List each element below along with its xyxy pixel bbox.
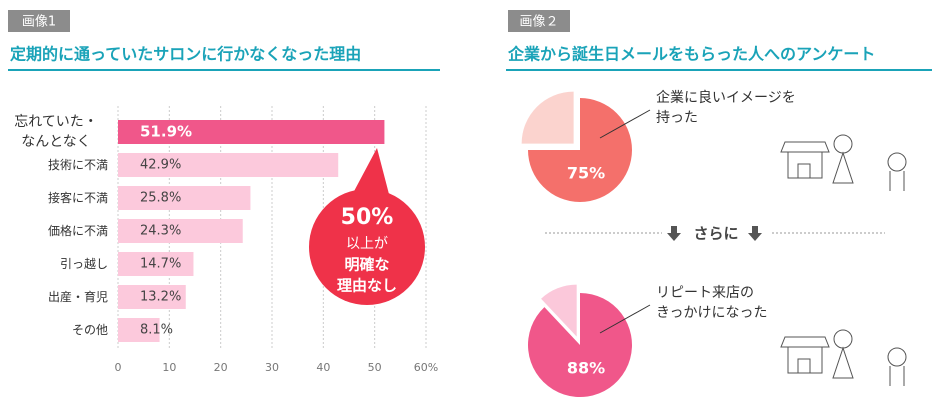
pie-slice bbox=[541, 284, 577, 337]
x-tick-label: 40 bbox=[316, 361, 330, 374]
annotation: 企業に良いイメージを bbox=[656, 89, 796, 106]
arrow-icon bbox=[748, 226, 762, 241]
bar bbox=[118, 186, 251, 210]
category-label: その他 bbox=[71, 323, 108, 337]
category-label: 価格に不満 bbox=[47, 224, 108, 238]
x-tick-label: 0 bbox=[115, 361, 122, 374]
x-tick-label: 50 bbox=[368, 361, 382, 374]
header-tag-text: 画像２ bbox=[519, 15, 558, 30]
arrow-icon bbox=[667, 226, 681, 241]
category-label: 技術に不満 bbox=[47, 158, 108, 172]
category-label: 接客に不満 bbox=[47, 191, 108, 205]
header-tag bbox=[508, 10, 570, 32]
bar bbox=[118, 285, 186, 309]
person-icon bbox=[832, 151, 854, 184]
callout-text: 50% bbox=[341, 205, 394, 230]
callout-pointer bbox=[352, 148, 390, 198]
person-icon bbox=[833, 329, 853, 349]
value-label: 42.9% bbox=[140, 158, 181, 173]
x-tick-label: 30 bbox=[265, 361, 279, 374]
value-label: 8.1% bbox=[140, 323, 173, 338]
annotation: リピート来店の bbox=[656, 285, 754, 301]
shop-icon bbox=[780, 141, 830, 179]
person-icon bbox=[833, 134, 853, 154]
bar bbox=[118, 153, 339, 177]
bar bbox=[118, 219, 243, 243]
value-label: 88% bbox=[567, 359, 605, 378]
person-icon bbox=[887, 347, 907, 367]
value-label: 14.7% bbox=[140, 257, 181, 272]
value-label: 51.9% bbox=[140, 123, 192, 141]
value-label: 25.8% bbox=[140, 191, 181, 206]
category-label: 出産・育児 bbox=[47, 290, 108, 304]
x-tick-label: 10 bbox=[162, 361, 176, 374]
category-label: 引っ越し bbox=[59, 257, 108, 271]
annotation: きっかけになった bbox=[656, 305, 767, 321]
callout-bubble bbox=[309, 189, 425, 305]
annotation: 持った bbox=[656, 110, 698, 126]
callout-text: 明確な bbox=[344, 256, 389, 274]
person-icon bbox=[887, 152, 907, 172]
separator-text: さらに bbox=[693, 225, 738, 243]
x-tick-label: 60% bbox=[414, 361, 438, 374]
pie-slice bbox=[528, 98, 632, 202]
callout-text: 理由なし bbox=[337, 277, 397, 295]
section-title: 企業から誕生日メールをもらった人へのアンケート bbox=[507, 45, 875, 64]
person-icon bbox=[889, 171, 905, 191]
value-label: 13.2% bbox=[140, 290, 181, 305]
bar bbox=[118, 318, 160, 342]
x-tick-label: 20 bbox=[214, 361, 228, 374]
callout-text: 以上が bbox=[346, 236, 388, 252]
value-label: 24.3% bbox=[140, 224, 181, 239]
bar bbox=[118, 252, 194, 276]
header-tag bbox=[8, 10, 70, 32]
pie-slice bbox=[521, 91, 574, 144]
category-label: 忘れていた・なんとなく bbox=[14, 114, 98, 150]
person-icon bbox=[832, 346, 854, 379]
bar bbox=[118, 120, 385, 144]
shop-icon bbox=[780, 336, 830, 374]
value-label: 75% bbox=[567, 164, 605, 183]
pie-slice bbox=[528, 293, 633, 397]
leader-line bbox=[599, 109, 651, 139]
section-title: 定期的に通っていたサロンに行かなくなった理由 bbox=[9, 45, 361, 64]
header-tag-text: 画像1 bbox=[22, 15, 56, 30]
person-icon bbox=[889, 366, 905, 386]
leader-line bbox=[599, 304, 651, 334]
